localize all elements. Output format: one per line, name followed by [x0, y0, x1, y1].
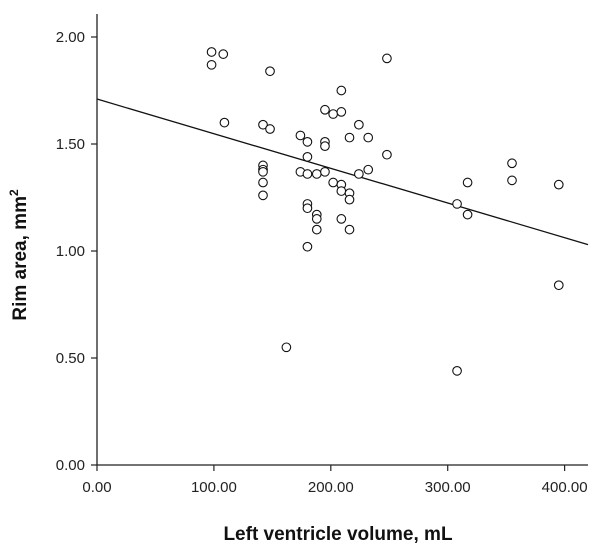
data-point	[258, 166, 268, 177]
data-point	[344, 194, 355, 205]
data-point	[328, 109, 338, 119]
x-tick-label: 200.00	[308, 479, 354, 496]
data-point	[320, 104, 330, 115]
regression-line-group	[96, 98, 589, 246]
data-point	[507, 158, 517, 169]
data-point	[258, 190, 268, 201]
data-point	[281, 342, 292, 353]
data-point	[302, 169, 313, 179]
data-point	[265, 124, 275, 134]
data-point	[363, 164, 374, 175]
data-point	[336, 214, 347, 224]
y-tick-label: 0.50	[56, 350, 85, 367]
y-axis-title: Rim area, mm2	[7, 189, 31, 321]
data-point	[320, 141, 330, 151]
x-tick-label: 100.00	[191, 479, 237, 496]
data-point	[344, 224, 355, 235]
data-point	[265, 66, 275, 77]
x-axis-ticks: 0.00 100.00 200.00 300.00 400.00	[82, 465, 588, 496]
data-point	[311, 224, 322, 235]
data-point	[328, 177, 338, 188]
data-point	[452, 365, 462, 376]
data-point	[344, 132, 355, 143]
data-point	[295, 130, 306, 141]
data-point	[206, 47, 217, 57]
data-point	[382, 149, 392, 160]
y-tick-label: 1.00	[56, 243, 85, 260]
data-points	[206, 47, 564, 376]
data-point	[311, 169, 322, 179]
data-point	[553, 280, 564, 291]
y-axis-ticks: 0.00 0.50 1.00 1.50 2.00	[56, 29, 97, 474]
axes	[96, 14, 588, 466]
data-point	[336, 85, 347, 96]
data-point	[553, 179, 564, 190]
data-point	[302, 151, 313, 162]
data-point	[363, 132, 374, 143]
data-point	[382, 53, 392, 64]
data-point	[462, 209, 473, 220]
data-point	[302, 137, 313, 147]
data-point	[302, 203, 313, 214]
y-tick-label: 1.50	[56, 136, 85, 153]
data-point	[507, 175, 517, 186]
x-tick-label: 300.00	[425, 479, 471, 496]
y-axis-title-superscript: 2	[7, 189, 21, 196]
y-axis-title-text: Rim area, mm	[10, 196, 31, 321]
data-point	[354, 169, 364, 179]
data-point	[320, 166, 330, 177]
data-point	[452, 199, 462, 209]
regression-line	[96, 98, 589, 246]
y-tick-label: 0.00	[56, 457, 85, 474]
data-point	[311, 214, 322, 224]
x-tick-label: 400.00	[542, 479, 588, 496]
data-point	[206, 59, 217, 70]
x-axis-title: Left ventricle volume, mL	[223, 524, 453, 545]
data-point	[218, 49, 229, 59]
data-point	[258, 177, 268, 188]
data-point	[336, 186, 347, 196]
data-point	[219, 117, 230, 128]
data-point	[258, 119, 268, 130]
data-point	[336, 107, 347, 117]
x-tick-label: 0.00	[82, 479, 111, 496]
y-tick-label: 2.00	[56, 29, 85, 46]
data-point	[462, 177, 473, 188]
data-point	[354, 119, 364, 130]
data-point	[302, 241, 313, 252]
